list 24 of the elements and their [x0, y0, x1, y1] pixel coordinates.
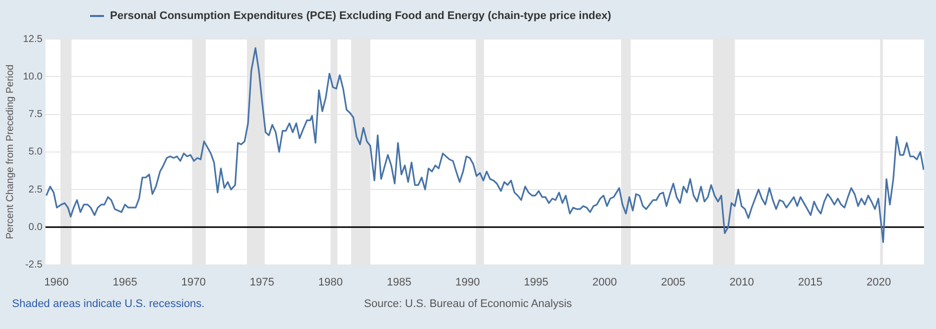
y-tick-label: 7.5 — [28, 109, 43, 120]
y-tick-label: 5.0 — [28, 146, 43, 158]
x-tick-label: 1980 — [318, 276, 343, 288]
y-tick-label: 2.5 — [28, 184, 43, 196]
x-tick-label: 1960 — [44, 276, 69, 288]
x-tick-label: 1965 — [112, 276, 138, 288]
y-tick-label: -2.5 — [25, 260, 43, 271]
y-tick-label: 12.5 — [22, 34, 43, 45]
x-tick-label: 2000 — [592, 276, 617, 288]
source-note: Source: U.S. Bureau of Economic Analysis — [364, 298, 572, 310]
text: Shaded areas indicate U.S. recessions. — [12, 298, 205, 310]
x-tick-label: 1990 — [455, 276, 480, 288]
y-tick-label: 0.0 — [28, 222, 43, 233]
y-tick-label: 10.0 — [22, 71, 43, 82]
y-axis-title: Percent Change from Preceding Period — [4, 64, 16, 240]
x-tick-label: 2020 — [866, 276, 892, 288]
x-tick-label: 2010 — [729, 276, 754, 288]
x-tick-label: 2015 — [798, 276, 822, 288]
x-tick-label: 1975 — [250, 276, 274, 288]
x-tick-label: 1970 — [181, 276, 206, 288]
x-tick-label: 2005 — [660, 276, 686, 288]
x-tick-label: 1995 — [524, 276, 548, 288]
x-tick-label: 1985 — [386, 276, 412, 288]
legend-label: Personal Consumption Expenditures (PCE) Excluding Food and Energy (chain-type price index) — [110, 10, 612, 22]
